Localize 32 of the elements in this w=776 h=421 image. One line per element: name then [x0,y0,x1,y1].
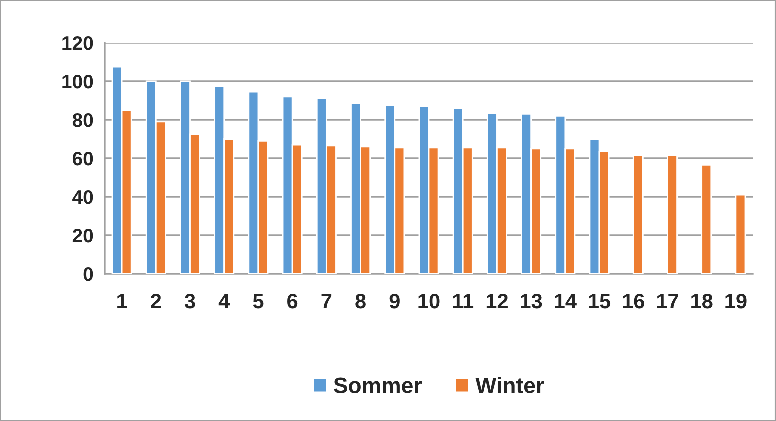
x-tick-label: 19 [726,294,747,309]
bar [701,164,712,274]
x-tick-label: 3 [184,294,196,309]
y-tick-label: 40 [72,190,94,204]
x-tick-label: 8 [356,294,366,309]
x-tick-label: 10 [418,294,440,309]
x-tick-label: 14 [555,294,577,309]
y-tick-label: 0 [84,267,94,282]
x-tick-label: 7 [322,294,332,309]
x-tick-label: 12 [486,294,508,309]
y-tick-label: 60 [72,152,94,166]
y-tick-label: 100 [62,74,94,89]
x-tick-label: 1 [118,294,128,309]
x-tick-label: 5 [253,294,264,309]
x-tick-label: 9 [390,294,400,309]
x-tick-label: 18 [692,294,713,309]
bar [632,154,644,274]
x-tick-label: 6 [288,294,298,309]
legend-label: Sommer [334,378,422,394]
x-tick-label: 4 [218,294,230,309]
x-tick-label: 16 [623,294,644,309]
x-tick-label: 15 [589,294,611,309]
x-tick-label: 2 [151,294,162,309]
bar [667,154,678,274]
x-tick-label: 13 [521,294,542,309]
y-tick-label: 80 [72,113,94,128]
y-tick-label: 120 [62,36,94,50]
x-tick-label: 17 [657,294,678,309]
legend-label: Winter [476,377,544,394]
bar [735,194,746,274]
y-tick-label: 20 [72,228,94,243]
x-tick-label: 11 [453,294,474,309]
